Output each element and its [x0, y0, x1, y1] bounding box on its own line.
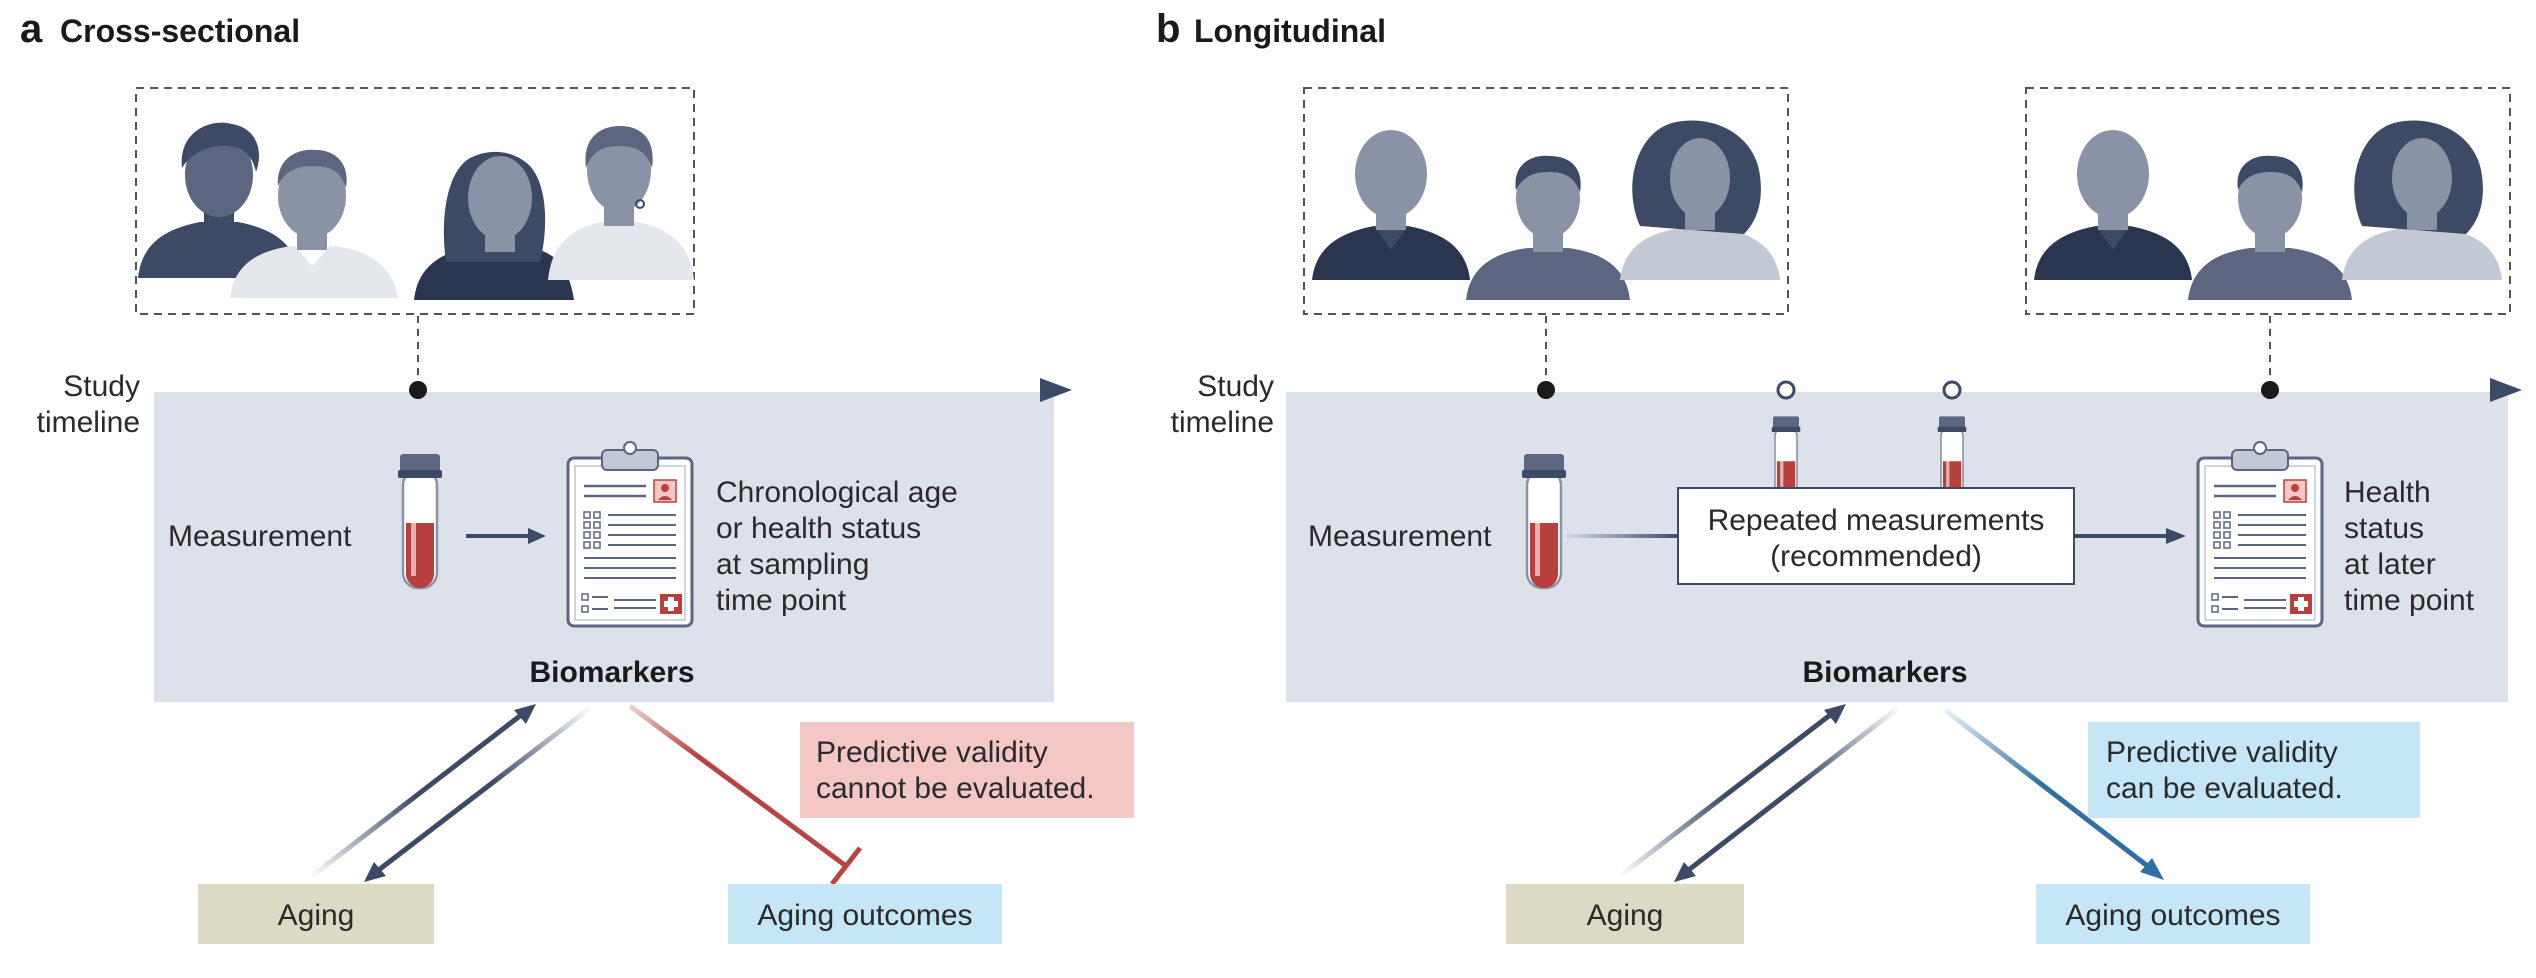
- result-line-1: Chronological age: [716, 476, 958, 509]
- participants-baseline-box: [1303, 87, 1789, 315]
- blood-tube-icon: [396, 452, 444, 590]
- person-silhouette-icon: [2342, 120, 2502, 280]
- result-line-3: at sampling: [716, 548, 869, 581]
- biomarkers-to-aging-arrow: [374, 706, 592, 874]
- result-line-2: status: [2344, 512, 2424, 545]
- biomarkers-label: Biomarkers: [529, 656, 694, 689]
- result-line-4: time point: [2344, 584, 2475, 617]
- timeline-label-line2: timeline: [37, 406, 140, 439]
- aging-to-biomarkers-arrow: [310, 710, 527, 878]
- aging-label: Aging: [278, 899, 355, 932]
- validity-line-1: Predictive validity: [816, 736, 1048, 769]
- result-line-2: or health status: [716, 512, 921, 545]
- panel-b: b Longitudinal: [1156, 7, 2522, 944]
- person-silhouette-icon: [230, 149, 398, 298]
- person-silhouette-icon: [548, 126, 694, 280]
- person-silhouette-icon: [2034, 130, 2192, 280]
- followup-timepoint-dot: [2261, 381, 2279, 399]
- person-silhouette-icon: [1620, 120, 1780, 280]
- measurement-label: Measurement: [1308, 520, 1492, 553]
- repeated-line-2: (recommended): [1770, 540, 1982, 573]
- panel-a-title: Cross-sectional: [60, 13, 300, 49]
- inhibit-bar: [830, 846, 862, 886]
- aging-outcomes-box: [2036, 884, 2310, 944]
- aging-outcomes-box: [728, 884, 1002, 944]
- timeline-arrowhead: [2490, 378, 2522, 402]
- timeline-label-line1: Study: [63, 370, 140, 403]
- clipboard-record-icon: [2196, 440, 2324, 628]
- panel-a: a Cross-sectional: [20, 7, 1134, 944]
- person-silhouette-icon: [2188, 155, 2352, 300]
- predictive-arrow: [1943, 708, 2152, 870]
- measurement-label: Measurement: [168, 520, 352, 553]
- baseline-timepoint-dot: [1537, 381, 1555, 399]
- person-silhouette-icon: [1466, 155, 1630, 300]
- result-line-1: Health: [2344, 476, 2431, 509]
- panel-b-letter: b: [1156, 7, 1180, 51]
- validity-line-2: cannot be evaluated.: [816, 772, 1095, 805]
- aging-box: [1506, 884, 1744, 944]
- aging-label: Aging: [1587, 899, 1664, 932]
- aging-box: [198, 884, 434, 944]
- panel-a-letter: a: [20, 7, 43, 51]
- validity-note-box: [2088, 722, 2420, 818]
- participants-followup-box: [2025, 87, 2511, 315]
- validity-line-1: Predictive validity: [2106, 736, 2338, 769]
- repeated-measurements-box: [1677, 487, 2075, 585]
- biomarkers-to-aging-arrow: [1684, 706, 1900, 874]
- aging-outcomes-label: Aging outcomes: [757, 899, 972, 932]
- timeline-label-line1: Study: [1197, 370, 1274, 403]
- person-silhouette-icon: [414, 151, 574, 300]
- repeated-line-1: Repeated measurements: [1708, 504, 2045, 537]
- intermediate-timepoint-dot: [1942, 380, 1962, 400]
- intermediate-timepoint-dot: [1776, 380, 1796, 400]
- result-line-3: at later: [2344, 548, 2436, 581]
- timeline-arrowhead: [1040, 378, 1072, 402]
- person-silhouette-icon: [138, 122, 300, 278]
- timeline-label-line2: timeline: [1171, 406, 1274, 439]
- validity-note-box: [800, 722, 1134, 818]
- biomarkers-label: Biomarkers: [1802, 656, 1967, 689]
- validity-line-2: can be evaluated.: [2106, 772, 2343, 805]
- blood-tube-icon: [1520, 452, 1568, 590]
- panel-b-title: Longitudinal: [1194, 13, 1386, 49]
- aging-to-biomarkers-arrow: [1618, 710, 1836, 878]
- timepoint-dot: [409, 381, 427, 399]
- inhibited-arrow: [628, 703, 848, 869]
- clipboard-record-icon: [566, 440, 694, 628]
- aging-outcomes-label: Aging outcomes: [2065, 899, 2280, 932]
- person-silhouette-icon: [1312, 130, 1470, 280]
- result-line-4: time point: [716, 584, 847, 617]
